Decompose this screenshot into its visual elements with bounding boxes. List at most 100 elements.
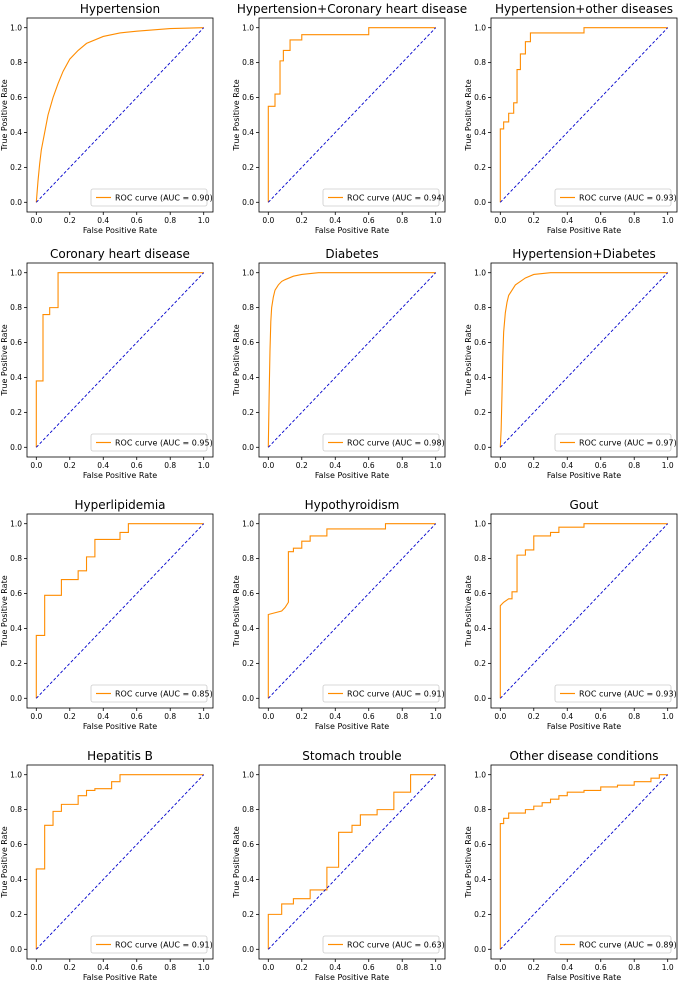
legend-box <box>554 433 672 452</box>
legend-box <box>322 935 440 954</box>
y-tick-label: 0.6 <box>474 93 486 102</box>
y-tick-label: 0.8 <box>10 58 22 67</box>
legend-label: ROC curve (AUC = 0.85) <box>115 690 213 699</box>
chance-diagonal-line <box>267 774 437 950</box>
legend-label: ROC curve (AUC = 0.94) <box>347 194 445 203</box>
legend-label: ROC curve (AUC = 0.98) <box>347 439 445 448</box>
x-tick-label: 1.0 <box>662 712 674 721</box>
x-tick-label: 0.2 <box>528 963 540 972</box>
chance-diagonal-line <box>35 272 205 448</box>
chart-title: Coronary heart disease <box>50 247 190 261</box>
y-tick-label: 0.2 <box>242 659 254 668</box>
chart-title: Hypertension+Coronary heart disease <box>237 2 467 16</box>
x-axis-label: False Positive Rate <box>83 722 157 731</box>
y-tick-label: 0.6 <box>242 93 254 102</box>
roc-panel: Other disease conditions 0.0 0.2 0.4 0.6 0.8 1… <box>464 749 678 982</box>
x-tick-label: 0.6 <box>595 712 607 721</box>
roc-curve-line <box>499 774 668 950</box>
roc-panel: Hypothyroidism 0.0 0.2 0.4 0.6 0.8 1.0 0.0 0.2 0.… <box>232 498 446 731</box>
y-tick-label: 0.8 <box>474 58 486 67</box>
y-tick-label: 0.8 <box>474 303 486 312</box>
y-tick-label: 0.6 <box>474 589 486 598</box>
x-tick-label: 0.8 <box>396 461 408 470</box>
y-tick-label: 0.0 <box>10 945 22 954</box>
y-tick-label: 0.0 <box>474 443 486 452</box>
y-axis-label: True Positive Rate <box>0 324 9 396</box>
y-tick-label: 0.4 <box>242 128 254 137</box>
chance-diagonal-line <box>499 774 669 950</box>
legend-label: ROC curve (AUC = 0.63) <box>347 941 445 950</box>
y-tick-label: 0.4 <box>10 624 22 633</box>
y-tick-label: 0.4 <box>10 128 22 137</box>
legend-label: ROC curve (AUC = 0.91) <box>115 941 213 950</box>
y-tick-label: 0.0 <box>10 443 22 452</box>
y-tick-label: 0.8 <box>10 303 22 312</box>
y-tick-label: 0.4 <box>10 373 22 382</box>
x-tick-label: 0.4 <box>561 712 573 721</box>
y-tick-label: 0.6 <box>242 589 254 598</box>
plot-frame <box>258 17 446 213</box>
y-tick-label: 1.0 <box>10 770 22 779</box>
plot-frame <box>258 513 446 709</box>
y-axis-label: True Positive Rate <box>0 79 9 151</box>
roc-panel: Hypertension+other diseases 0.0 0.2 0.4 0.6 0… <box>464 2 678 235</box>
plot-frame <box>26 513 214 709</box>
x-tick-label: 0.8 <box>628 963 640 972</box>
x-axis-label: False Positive Rate <box>83 471 157 480</box>
legend-box <box>554 684 672 703</box>
x-tick-label: 0.8 <box>164 963 176 972</box>
roc-panel: Hypertension+Diabetes 0.0 0.2 0.4 0.6 0.8 1.0 0… <box>464 247 678 480</box>
plot-frame <box>26 764 214 960</box>
chart-title: Hypothyroidism <box>305 498 400 512</box>
x-tick-label: 0.8 <box>164 216 176 225</box>
x-tick-label: 0.0 <box>262 963 274 972</box>
x-tick-label: 0.6 <box>595 216 607 225</box>
roc-curve-line <box>267 27 436 203</box>
y-tick-label: 0.6 <box>474 840 486 849</box>
chart-title: Hypertension+Diabetes <box>512 247 656 261</box>
y-tick-label: 0.6 <box>242 840 254 849</box>
legend-box <box>90 684 208 703</box>
y-axis-label: True Positive Rate <box>232 79 241 151</box>
x-axis-label: False Positive Rate <box>315 722 389 731</box>
x-tick-label: 0.8 <box>396 712 408 721</box>
chance-diagonal-line <box>35 774 205 950</box>
chart-title: Hepatitis B <box>87 749 153 763</box>
y-axis-label: True Positive Rate <box>0 826 9 898</box>
x-tick-label: 0.4 <box>561 461 573 470</box>
x-tick-label: 0.4 <box>561 963 573 972</box>
y-tick-label: 0.4 <box>474 875 486 884</box>
x-tick-label: 0.0 <box>494 712 506 721</box>
x-tick-label: 0.2 <box>528 712 540 721</box>
y-tick-label: 0.2 <box>474 408 486 417</box>
x-tick-label: 0.2 <box>296 461 308 470</box>
x-tick-label: 0.0 <box>262 712 274 721</box>
y-tick-label: 1.0 <box>10 268 22 277</box>
x-tick-label: 1.0 <box>662 216 674 225</box>
y-tick-label: 1.0 <box>242 23 254 32</box>
y-tick-label: 1.0 <box>10 519 22 528</box>
x-tick-label: 0.8 <box>396 216 408 225</box>
roc-panel: Diabetes 0.0 0.2 0.4 0.6 0.8 1.0 0.0 0.2 0.4 0.6 0.… <box>232 247 446 480</box>
legend-label: ROC curve (AUC = 0.97) <box>579 439 677 448</box>
x-tick-label: 1.0 <box>198 712 210 721</box>
y-tick-label: 0.2 <box>474 659 486 668</box>
y-tick-label: 0.2 <box>242 163 254 172</box>
legend-box <box>322 684 440 703</box>
y-tick-label: 0.2 <box>10 659 22 668</box>
y-tick-label: 0.4 <box>242 624 254 633</box>
x-tick-label: 0.0 <box>30 963 42 972</box>
y-axis-label: True Positive Rate <box>464 575 473 647</box>
roc-curve-line <box>35 523 204 699</box>
x-tick-label: 0.6 <box>363 216 375 225</box>
y-tick-label: 0.2 <box>242 910 254 919</box>
x-tick-label: 0.0 <box>30 712 42 721</box>
y-tick-label: 0.4 <box>10 875 22 884</box>
chart-title: Diabetes <box>325 247 378 261</box>
y-tick-label: 0.0 <box>242 945 254 954</box>
y-tick-label: 1.0 <box>242 268 254 277</box>
x-tick-label: 0.4 <box>97 963 109 972</box>
legend-label: ROC curve (AUC = 0.95) <box>115 439 213 448</box>
x-tick-label: 0.2 <box>296 216 308 225</box>
